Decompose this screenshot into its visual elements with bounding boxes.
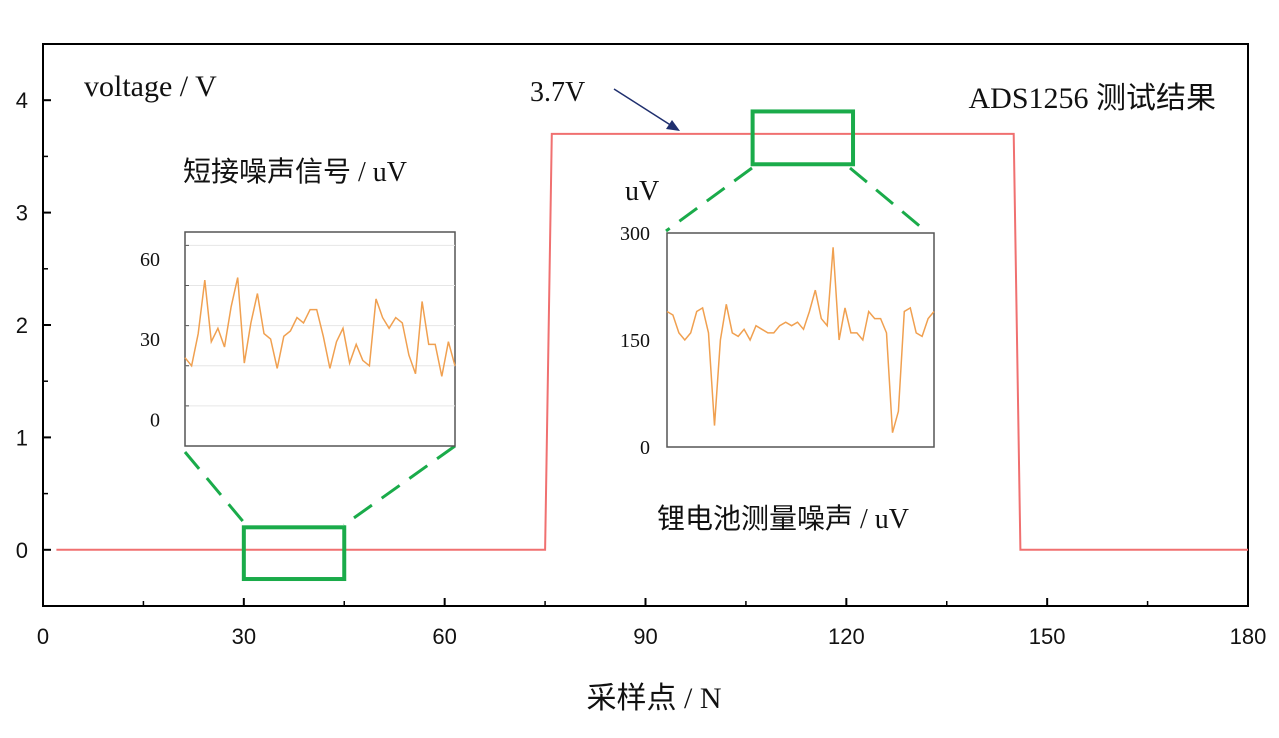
x-tick-label: 90 bbox=[633, 624, 657, 649]
inset-short-frame bbox=[184, 231, 456, 447]
zoom-connector bbox=[183, 451, 248, 526]
x-tick-label: 60 bbox=[432, 624, 456, 649]
y-tick-label: 0 bbox=[16, 538, 28, 563]
y-axis-label: voltage / V bbox=[84, 70, 217, 103]
inset-y-tick-label: 0 bbox=[640, 437, 650, 459]
main-axis-ticks bbox=[42, 99, 1249, 606]
x-tick-label: 120 bbox=[828, 624, 865, 649]
chart-title: ADS1256 测试结果 bbox=[968, 82, 1216, 115]
x-tick-label: 180 bbox=[1230, 624, 1267, 649]
inset-short-title: 短接噪声信号 / uV bbox=[183, 156, 407, 188]
y-tick-label: 2 bbox=[16, 313, 28, 338]
inset-battery-series-line bbox=[666, 247, 935, 433]
main-tick-labels: 0 30 60 90 120 150 180 0 1 2 3 4 bbox=[16, 88, 1267, 649]
inset-y-tick-label: 60 bbox=[140, 249, 160, 271]
zoom-connector bbox=[665, 166, 753, 233]
inset-y-tick-label: 0 bbox=[150, 409, 160, 431]
inset-battery-frame bbox=[666, 232, 935, 448]
zoom-connector bbox=[343, 444, 456, 527]
annotation-arrow-head bbox=[666, 120, 680, 131]
zoom-connector bbox=[849, 166, 923, 230]
y-tick-label: 1 bbox=[16, 425, 28, 450]
voltage-annotation: 3.7V bbox=[530, 77, 585, 108]
highlight-box-short bbox=[241, 525, 347, 582]
x-tick-label: 150 bbox=[1029, 624, 1066, 649]
annotation-arrow bbox=[613, 88, 673, 127]
voltage-series-line bbox=[56, 132, 1248, 551]
inset-short-series-line bbox=[184, 277, 456, 377]
x-tick-label: 0 bbox=[37, 624, 49, 649]
inset-y-tick-label: 150 bbox=[620, 330, 650, 352]
y-tick-label: 4 bbox=[16, 88, 28, 113]
inset-battery-y-label: uV bbox=[625, 176, 659, 207]
y-tick-label: 3 bbox=[16, 201, 28, 226]
inset-y-tick-label: 300 bbox=[620, 223, 650, 245]
x-tick-label: 30 bbox=[232, 624, 256, 649]
highlight-box-battery bbox=[750, 109, 856, 167]
inset-short-tick-labels: 0 30 60 bbox=[140, 249, 160, 432]
x-axis-label: 采样点 / N bbox=[587, 682, 722, 715]
inset-battery-tick-labels: 0 150 300 bbox=[620, 223, 650, 459]
inset-battery-title: 锂电池测量噪声 / uV bbox=[657, 503, 909, 535]
inset-y-tick-label: 30 bbox=[140, 329, 160, 351]
